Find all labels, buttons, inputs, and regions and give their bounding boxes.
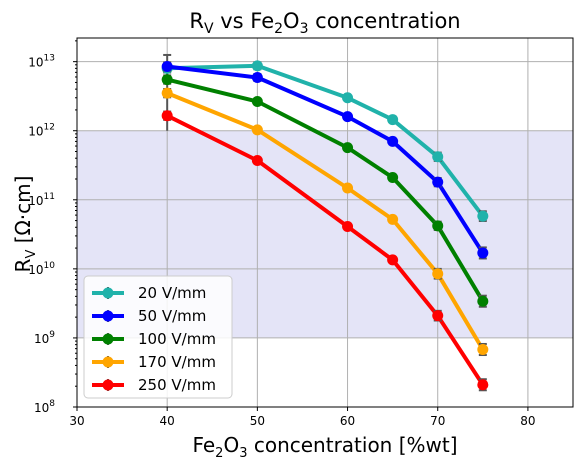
legend-marker bbox=[102, 356, 114, 368]
series-100-v-mm bbox=[161, 74, 489, 308]
data-point bbox=[387, 135, 399, 147]
legend-label: 100 V/mm bbox=[138, 330, 216, 348]
ylabel-sub: V bbox=[24, 250, 39, 259]
data-point bbox=[477, 343, 489, 355]
title-tail: concentration bbox=[309, 9, 461, 33]
series-170-v-mm bbox=[161, 87, 489, 357]
series-layer bbox=[161, 53, 489, 392]
xlabel-b: O bbox=[223, 433, 239, 457]
ticks-layer: 30 40 50 60 70 80 108 109 1010 1011 1012 1013 bbox=[28, 40, 536, 428]
title-sub: V bbox=[204, 21, 214, 37]
data-point bbox=[477, 210, 489, 222]
data-point bbox=[161, 110, 173, 122]
y-tick-label: 1011 bbox=[28, 192, 55, 208]
data-point bbox=[387, 254, 399, 266]
title-sub3: 3 bbox=[300, 21, 309, 37]
data-point bbox=[342, 142, 354, 154]
series-line bbox=[166, 113, 485, 386]
data-point bbox=[432, 310, 444, 322]
data-point bbox=[251, 60, 263, 72]
legend-box bbox=[83, 275, 233, 399]
series-50-v-mm bbox=[161, 61, 489, 260]
data-point bbox=[251, 95, 263, 107]
legend-marker bbox=[102, 310, 114, 322]
x-axis-title: Fe2O3 concentration [%wt] bbox=[192, 433, 457, 461]
series-line bbox=[166, 91, 485, 351]
series-250-v-mm bbox=[161, 110, 489, 392]
data-point bbox=[387, 172, 399, 184]
data-point bbox=[161, 74, 173, 86]
data-point bbox=[342, 92, 354, 104]
data-point bbox=[432, 220, 444, 232]
x-tick-label: 80 bbox=[520, 414, 535, 428]
x-tick-label: 40 bbox=[160, 414, 175, 428]
ylabel-c: [Ω·cm] bbox=[11, 176, 35, 250]
data-point bbox=[387, 114, 399, 126]
data-point bbox=[477, 247, 489, 259]
data-point bbox=[432, 151, 444, 163]
series-line bbox=[166, 64, 485, 254]
legend-label: 250 V/mm bbox=[138, 376, 216, 394]
legend-entry: 100 V/mm bbox=[92, 330, 216, 348]
data-point bbox=[432, 176, 444, 188]
xlabel-sub2: 3 bbox=[239, 446, 247, 461]
title-mid: O bbox=[283, 9, 300, 33]
x-tick-label: 60 bbox=[340, 414, 355, 428]
legend-marker bbox=[102, 379, 114, 391]
title-sub2: 2 bbox=[274, 21, 283, 37]
legend-entry: 50 V/mm bbox=[92, 307, 206, 325]
data-point bbox=[432, 268, 444, 280]
title-rest: vs Fe bbox=[214, 9, 275, 33]
legend-marker bbox=[102, 333, 114, 345]
data-point bbox=[477, 379, 489, 391]
legend-entry: 250 V/mm bbox=[92, 376, 216, 394]
legend-label: 20 V/mm bbox=[138, 284, 206, 302]
data-point bbox=[477, 295, 489, 307]
data-point bbox=[387, 213, 399, 225]
ylabel-a: R bbox=[11, 258, 35, 272]
y-tick-label: 109 bbox=[34, 330, 55, 346]
xlabel-c: concentration [%wt] bbox=[247, 433, 457, 457]
legend-label: 50 V/mm bbox=[138, 307, 206, 325]
data-point bbox=[161, 61, 173, 73]
data-point bbox=[251, 71, 263, 83]
data-point bbox=[342, 182, 354, 194]
legend-entry: 170 V/mm bbox=[92, 353, 216, 371]
series-line bbox=[167, 63, 485, 218]
x-tick-label: 30 bbox=[69, 414, 84, 428]
x-tick-label: 70 bbox=[430, 414, 445, 428]
axes-frame-layer bbox=[76, 37, 574, 408]
axes-frame bbox=[76, 37, 574, 408]
y-tick-label: 108 bbox=[34, 399, 55, 415]
y-tick-label: 1012 bbox=[28, 123, 55, 139]
legend-entry: 20 V/mm bbox=[92, 284, 206, 302]
y-axis-title: RV [Ω·cm] bbox=[11, 176, 39, 273]
data-point bbox=[251, 124, 263, 136]
y-tick-label: 1013 bbox=[28, 54, 55, 70]
series-line bbox=[166, 77, 485, 303]
data-point bbox=[342, 111, 354, 123]
data-point bbox=[342, 221, 354, 233]
data-point bbox=[251, 155, 263, 167]
x-tick-label: 50 bbox=[250, 414, 265, 428]
legend-label: 170 V/mm bbox=[138, 353, 216, 371]
xlabel-a: Fe bbox=[192, 433, 215, 457]
legend: 20 V/mm 50 V/mm 100 V/mm 170 V/mm 250 V/mm bbox=[83, 275, 233, 399]
y-tick-label: 1010 bbox=[28, 261, 55, 277]
xlabel-sub1: 2 bbox=[215, 446, 223, 461]
data-point bbox=[161, 87, 173, 99]
chart-title: RV vs Fe2O3 concentration bbox=[189, 9, 460, 37]
legend-marker bbox=[102, 287, 114, 299]
title-main: R bbox=[189, 9, 204, 33]
